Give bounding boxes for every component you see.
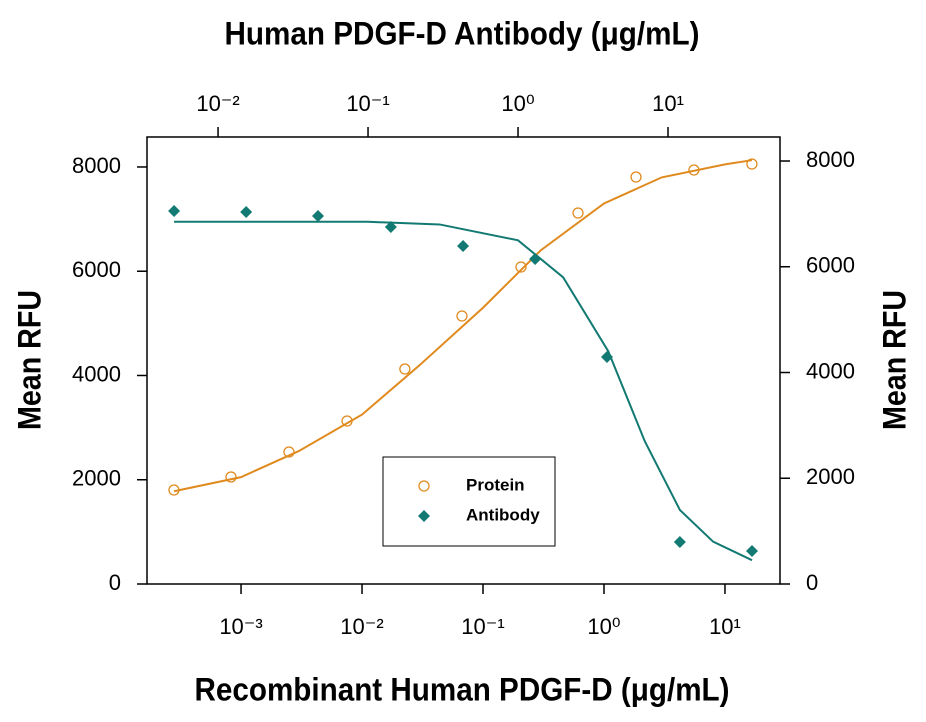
x2-tick-label: 10⁻¹ bbox=[346, 91, 389, 116]
y-tick-label: 8000 bbox=[72, 153, 121, 178]
x-axis-title: Recombinant Human PDGF-D (μg/mL) bbox=[195, 671, 730, 707]
y2-tick-label: 4000 bbox=[806, 358, 855, 383]
legend-marker bbox=[418, 510, 430, 522]
x-tick-label: 10¹ bbox=[709, 614, 741, 639]
data-point bbox=[746, 158, 758, 170]
y-tick-label: 6000 bbox=[72, 257, 121, 282]
top-axis-title: Human PDGF-D Antibody (μg/mL) bbox=[225, 15, 700, 51]
y-axis-title: Mean RFU bbox=[11, 290, 47, 430]
y2-tick-label: 2000 bbox=[806, 464, 855, 489]
y2-tick-label: 0 bbox=[806, 570, 818, 595]
legend-marker bbox=[418, 480, 430, 492]
y-tick-label: 4000 bbox=[72, 361, 121, 386]
x2-tick-label: 10⁻² bbox=[196, 91, 239, 116]
data-point bbox=[745, 545, 758, 558]
y-tick-label: 2000 bbox=[72, 466, 121, 491]
x-tick-label: 10⁻¹ bbox=[461, 614, 504, 639]
plot-frame bbox=[146, 136, 781, 585]
x-tick-label: 10⁰ bbox=[587, 614, 620, 639]
y2-tick-label: 8000 bbox=[806, 147, 855, 172]
x-tick-label: 10⁻² bbox=[340, 614, 383, 639]
data-point bbox=[168, 205, 181, 218]
data-point bbox=[384, 220, 397, 233]
data-point bbox=[225, 471, 237, 483]
x-tick-label: 10⁻³ bbox=[219, 614, 262, 639]
data-point bbox=[630, 171, 642, 183]
y2-axis-title: Mean RFU bbox=[876, 290, 912, 430]
fit-curve bbox=[173, 159, 753, 493]
data-point bbox=[601, 351, 614, 364]
x2-tick-label: 10¹ bbox=[652, 91, 684, 116]
data-point bbox=[456, 310, 468, 322]
y2-tick-label: 6000 bbox=[806, 253, 855, 278]
data-point bbox=[168, 484, 180, 496]
y-tick-label: 0 bbox=[109, 570, 121, 595]
legend-label: Antibody bbox=[466, 505, 540, 524]
data-point bbox=[399, 363, 411, 375]
data-point bbox=[572, 207, 584, 219]
data-point bbox=[688, 164, 700, 176]
fit-curve bbox=[174, 220, 753, 562]
data-point bbox=[529, 253, 542, 266]
data-point bbox=[312, 209, 325, 222]
x2-tick-label: 10⁰ bbox=[501, 91, 534, 116]
data-point bbox=[240, 206, 253, 219]
legend-label: Protein bbox=[466, 475, 525, 494]
legend-box bbox=[382, 456, 556, 547]
data-point bbox=[457, 240, 470, 253]
data-point bbox=[283, 446, 295, 458]
data-point bbox=[515, 261, 527, 273]
data-point bbox=[673, 536, 686, 549]
data-point bbox=[341, 415, 353, 427]
